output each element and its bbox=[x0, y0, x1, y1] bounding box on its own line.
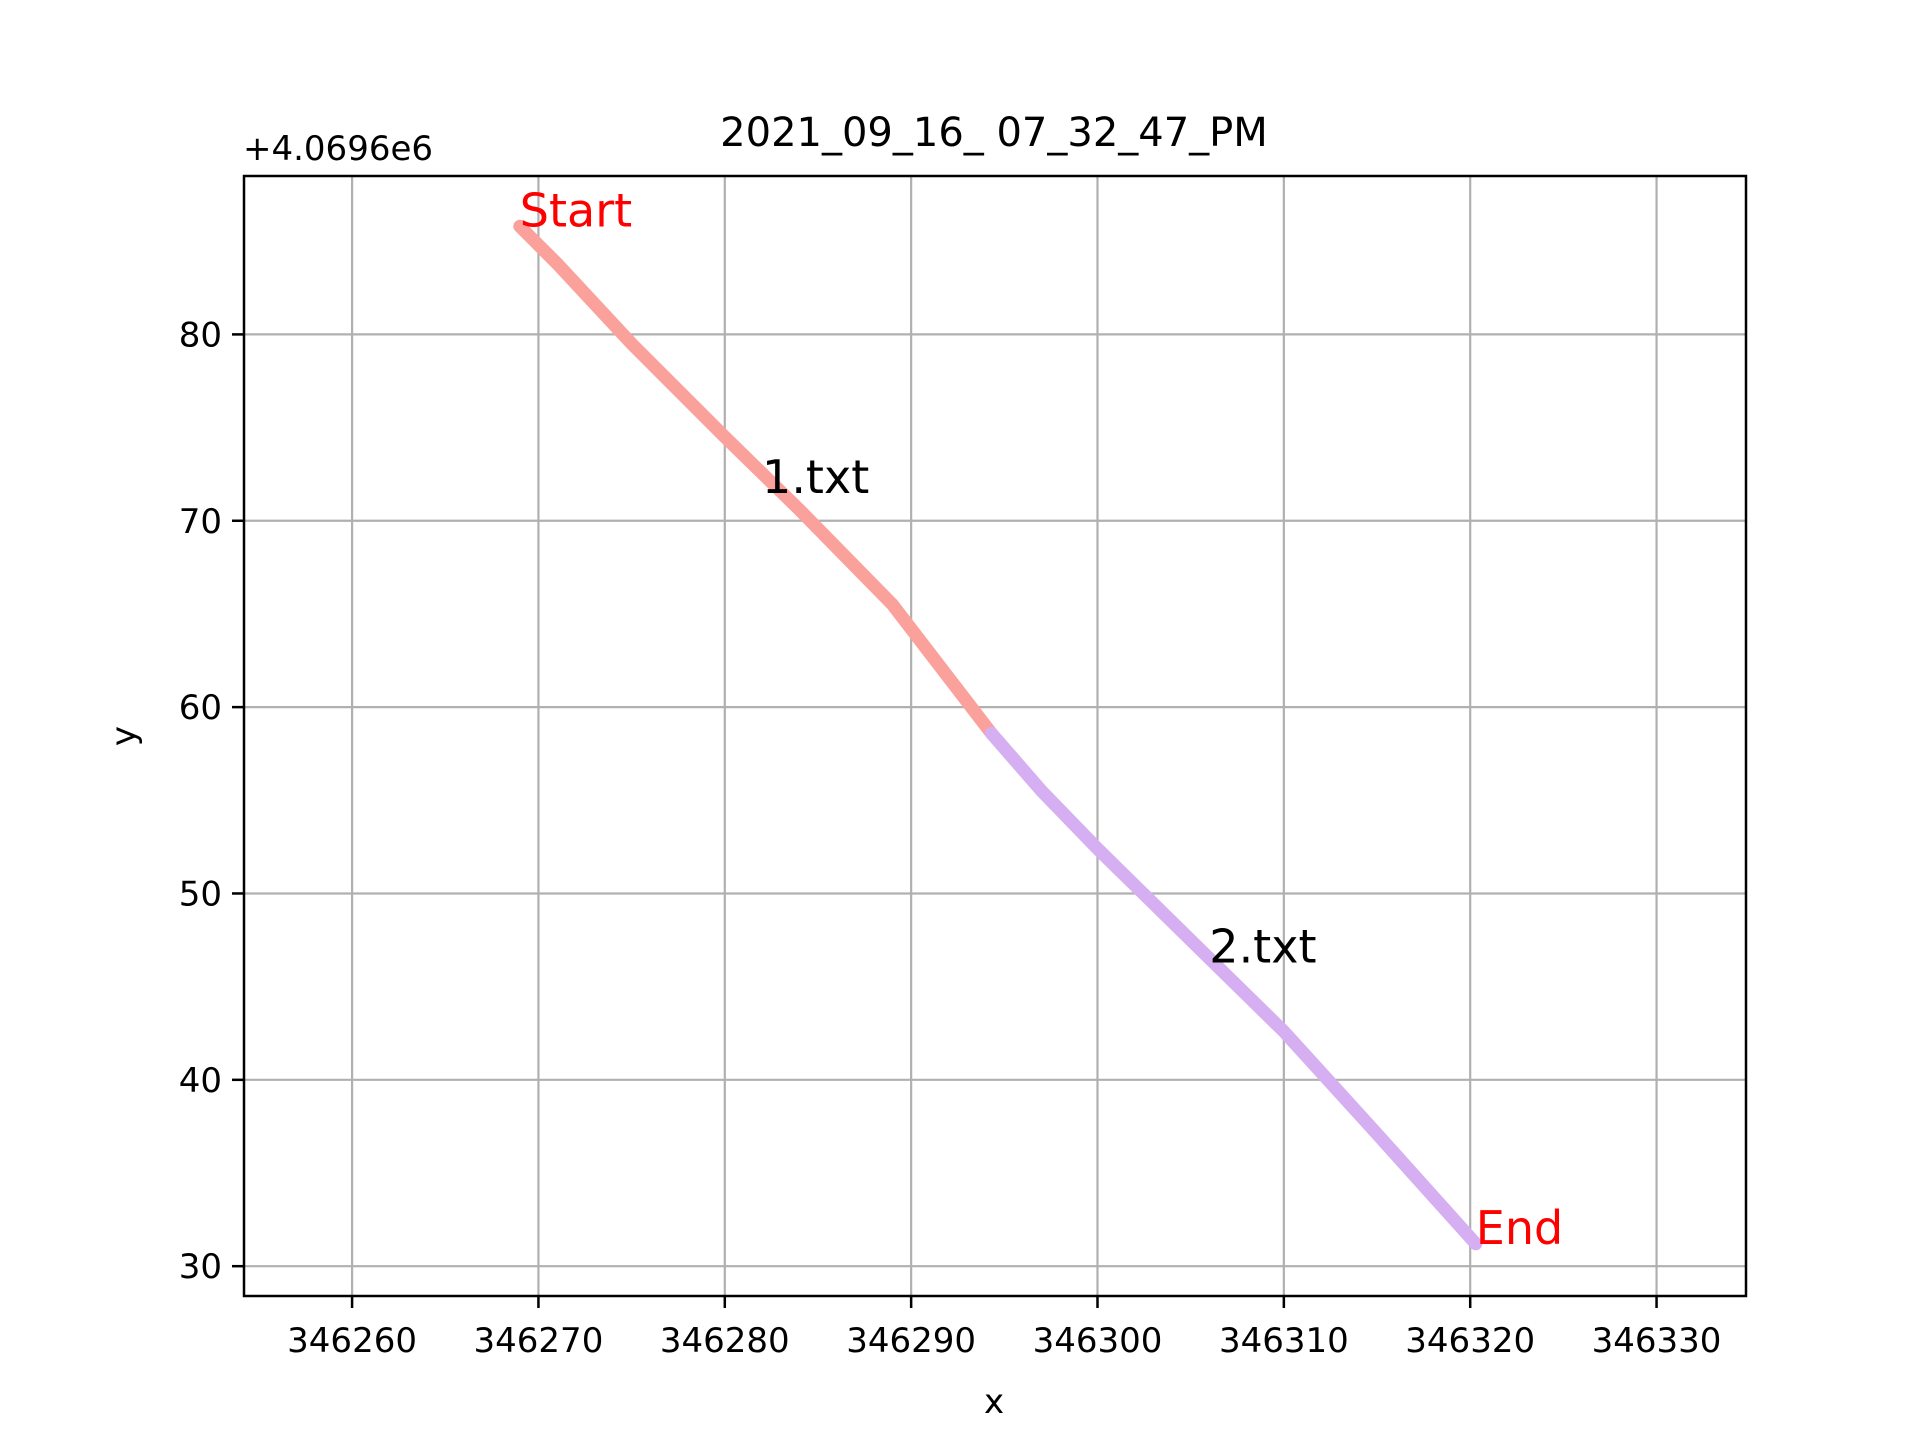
x-tick-label: 346260 bbox=[287, 1321, 417, 1361]
annotation-end: End bbox=[1476, 1201, 1563, 1255]
y-tick-label: 60 bbox=[179, 688, 222, 728]
y-axis: 30 40 50 60 70 80 bbox=[179, 315, 244, 1287]
annotations-layer: Start End 1.txt 2.txt bbox=[520, 183, 1563, 1255]
annotation-2-txt: 2.txt bbox=[1209, 919, 1316, 973]
series-layer bbox=[513, 219, 1483, 1251]
y-tick-label: 30 bbox=[179, 1247, 222, 1287]
plot-frame bbox=[242, 174, 1748, 1298]
chart-title: 2021_09_16_ 07_32_47_PM bbox=[720, 110, 1268, 156]
y-tick-label: 80 bbox=[179, 315, 222, 355]
y-tick-label: 40 bbox=[179, 1061, 222, 1101]
y-offset-label: +4.0696e6 bbox=[243, 129, 433, 169]
series-line-1 bbox=[513, 219, 998, 740]
y-tick-label: 70 bbox=[179, 502, 222, 542]
series-line-2 bbox=[984, 726, 1483, 1251]
x-axis-label: x bbox=[984, 1382, 1004, 1422]
x-tick-label: 346330 bbox=[1592, 1321, 1722, 1361]
x-tick-label: 346280 bbox=[660, 1321, 790, 1361]
x-tick-label: 346300 bbox=[1033, 1321, 1163, 1361]
y-axis-label: y bbox=[104, 726, 144, 746]
x-tick-label: 346290 bbox=[846, 1321, 976, 1361]
annotation-1-txt: 1.txt bbox=[762, 450, 869, 504]
annotation-start: Start bbox=[520, 183, 632, 237]
x-axis: 346260 346270 346280 346290 346300 346310 3463… bbox=[287, 1296, 1721, 1361]
grid bbox=[244, 176, 1746, 1296]
x-tick-label: 346310 bbox=[1219, 1321, 1349, 1361]
y-tick-label: 50 bbox=[179, 874, 222, 914]
x-tick-label: 346320 bbox=[1405, 1321, 1535, 1361]
x-tick-label: 346270 bbox=[474, 1321, 604, 1361]
